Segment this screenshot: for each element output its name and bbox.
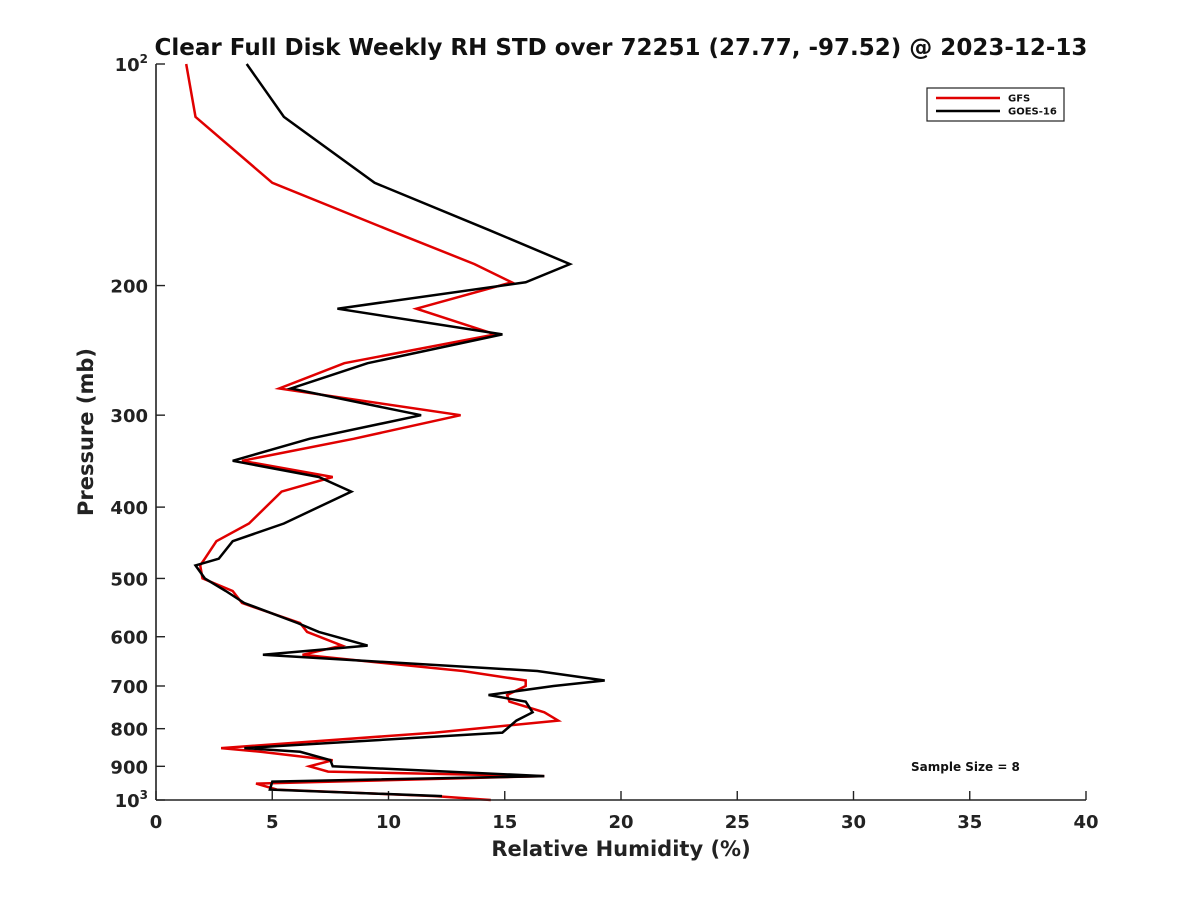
x-tick-label: 25 <box>725 812 750 833</box>
x-tick-label: 0 <box>150 812 163 833</box>
y-tick-label: 800 <box>110 720 148 741</box>
x-tick-label: 10 <box>376 812 401 833</box>
x-tick-label: 40 <box>1073 812 1098 833</box>
x-tick-label: 30 <box>841 812 866 833</box>
y-tick-label: 200 <box>110 277 148 298</box>
y-tick-label: 600 <box>110 628 148 649</box>
series-line-goes-16 <box>193 63 605 798</box>
chart-title: Clear Full Disk Weekly RH STD over 72251… <box>155 35 1088 61</box>
sample-size-annotation: Sample Size = 8 <box>911 760 1020 774</box>
series-layer <box>184 63 605 802</box>
x-axis-ticks: 0 5 10 15 20 25 30 35 40 <box>150 791 1099 833</box>
x-axis-label: Relative Humidity (%) <box>491 837 750 861</box>
legend-label-goes-16: GOES-16 <box>1008 107 1057 118</box>
legend-label-gfs: GFS <box>1008 94 1030 105</box>
y-tick-label: 700 <box>110 677 148 698</box>
x-tick-label: 20 <box>608 812 633 833</box>
legend-box <box>926 87 1065 122</box>
y-tick-label: 900 <box>110 757 148 778</box>
x-tick-label: 35 <box>957 812 982 833</box>
y-tick-label: 500 <box>110 569 148 590</box>
x-tick-label: 15 <box>492 812 517 833</box>
y-tick-label: 400 <box>110 498 148 519</box>
legend: GFS GOES-16 <box>926 87 1065 122</box>
y-axis-label: Pressure (mb) <box>74 348 98 516</box>
y-tick-label: 300 <box>110 406 148 427</box>
x-tick-label: 5 <box>266 812 279 833</box>
